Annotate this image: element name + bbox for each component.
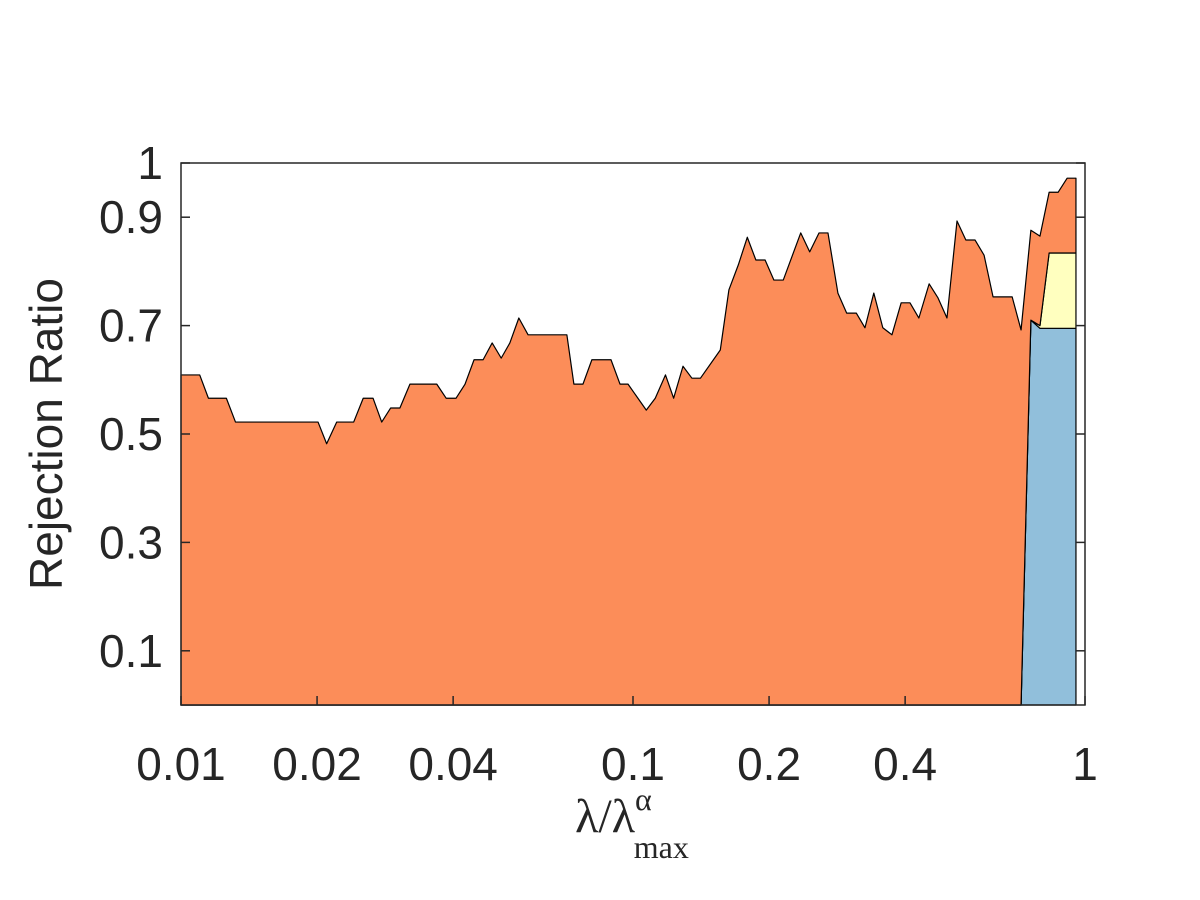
- x-tick-label: 0.04: [408, 738, 498, 790]
- x-label-sub: max: [634, 829, 689, 865]
- x-tick-label: 0.1: [601, 738, 665, 790]
- x-tick-label: 1: [1072, 738, 1098, 790]
- x-tick-label: 0.4: [873, 738, 937, 790]
- y-tick-label: 0.7: [99, 300, 163, 352]
- x-tick-label: 0.02: [272, 738, 362, 790]
- x-tick-label: 0.01: [136, 738, 226, 790]
- y-tick-label: 1: [137, 137, 163, 189]
- axes: 0.10.30.50.70.910.01 0.02 0.04 0.1 0.2 0.4 1: [99, 137, 1098, 790]
- x-axis-label: λ/λα max: [575, 781, 689, 865]
- y-tick-label: 0.3: [99, 516, 163, 568]
- x-label-sup: α: [635, 781, 652, 817]
- x-tick-label: 0.2: [737, 738, 801, 790]
- areas: [180, 177, 1077, 706]
- y-tick-label: 0.1: [99, 625, 163, 677]
- area: [180, 177, 1077, 706]
- y-tick-label: 0.5: [99, 408, 163, 460]
- x-label-base: λ/λ: [575, 790, 636, 843]
- y-axis-label: Rejection Ratio: [20, 278, 72, 590]
- y-tick-label: 0.9: [99, 191, 163, 243]
